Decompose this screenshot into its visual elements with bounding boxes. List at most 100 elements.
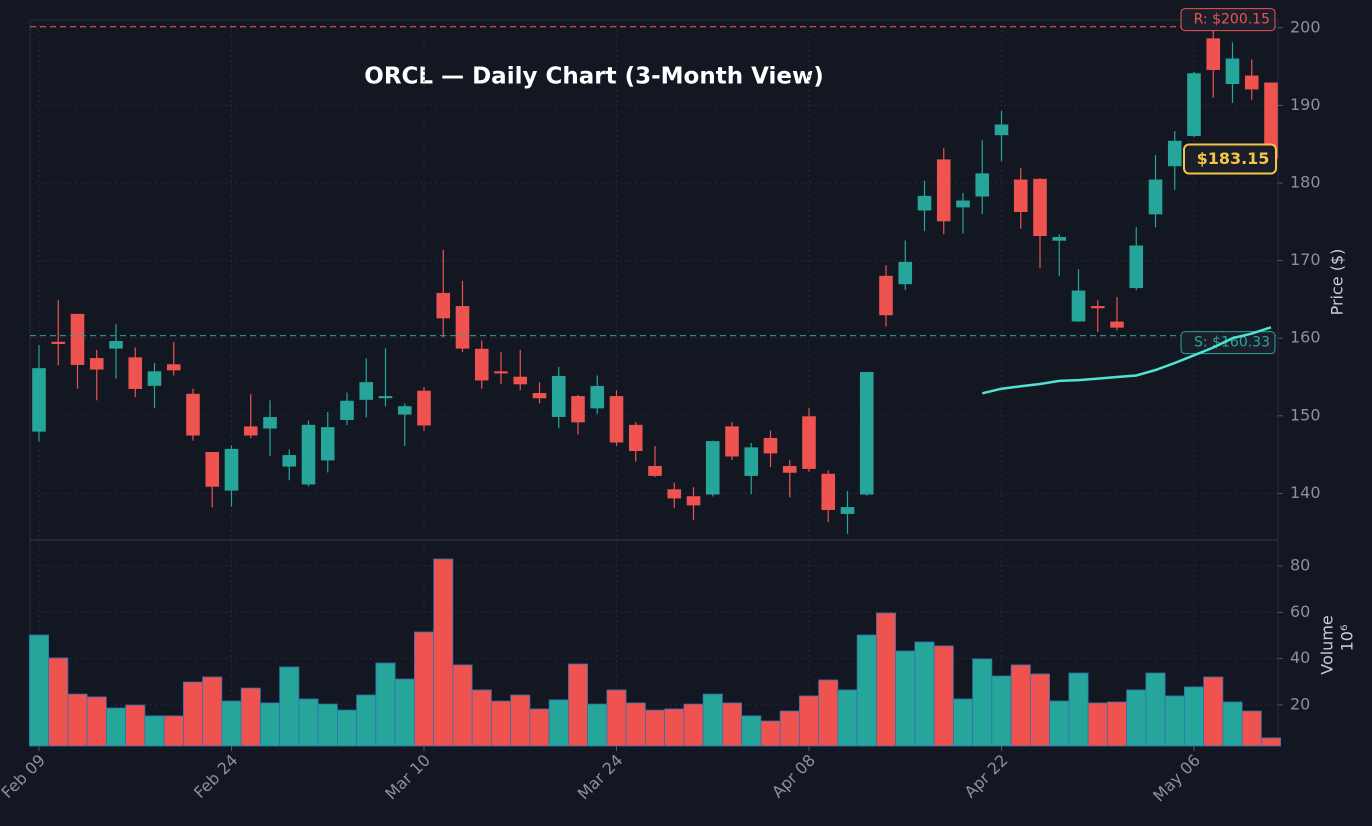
candle-body [455,306,470,349]
candle-body [417,390,431,426]
volume-bar [952,698,974,747]
candle-body [378,396,393,399]
candle-body [1206,38,1221,70]
plot-frame [29,19,1279,747]
x-tick-label: Mar 24 [574,751,627,804]
volume-bar [702,693,723,747]
volume-bar [125,704,146,747]
candle-body [956,200,970,208]
y-tick-label: 170 [1290,250,1321,269]
last-price-label: $183.15 [1197,149,1270,168]
volume-bar [28,634,50,747]
volume-bar [529,708,550,747]
volume-bar [144,715,165,747]
candle-body [667,489,682,499]
candle-body [89,358,104,370]
volume-bar [452,664,473,747]
volume-bar [433,558,454,747]
candle-body [917,195,932,211]
candle-body [705,441,720,495]
candle-body [224,448,239,491]
candle-body [1110,321,1124,328]
volume-bar [664,708,685,747]
candle-body [320,427,335,461]
volume-bar [1241,710,1262,747]
candle-body [263,417,277,429]
y-tick-label: 140 [1290,483,1321,502]
candle-body [51,341,66,344]
volume-bar [356,694,377,747]
candle-body [628,424,643,452]
candle-body [282,455,297,467]
candle-body [744,447,759,476]
candle-body [109,341,123,349]
candle-body [1071,290,1086,322]
volume-bar [606,689,627,747]
y-tick-label: 160 [1290,328,1321,347]
candle-body [994,124,1009,136]
x-tick-label: Feb 09 [0,751,49,802]
volume-bar [933,645,954,747]
candle-body [590,386,605,409]
volume-bar [972,658,993,747]
candle-body [802,416,816,469]
volume-bar [202,676,223,747]
volume-bar [1183,686,1205,747]
volume-tick-label: 40 [1290,648,1310,667]
volume-bar [163,715,184,747]
volume-bar [67,693,88,747]
resistance-label: R: $200.15 [1194,12,1270,28]
candle-body [840,507,855,514]
volume-bar [1087,702,1108,747]
volume-bar [895,650,916,747]
volume-bar [259,702,281,747]
volume-tick-label: 20 [1290,694,1310,713]
volume-bar [1203,676,1224,747]
candle-body [494,371,508,374]
y-tick-label: 180 [1290,172,1321,191]
volume-bar [837,689,858,747]
candle-body [648,465,662,476]
volume-bar [721,702,743,747]
candle-body [397,406,412,415]
x-tick-label: Mar 10 [381,751,434,804]
volume-bar [1126,689,1147,747]
volume-bar [683,703,704,747]
volume-bar [644,709,666,747]
x-tick-label: May 06 [1149,751,1204,806]
volume-bar [991,675,1012,747]
volume-bar [221,700,242,747]
volume-bar [587,703,608,747]
x-tick-label: Feb 24 [190,751,241,802]
x-tick-label: Apr 08 [768,751,819,802]
candle-body [1244,75,1259,90]
y-axis-label: Price ($) [1328,249,1347,316]
volume-bar [1145,672,1166,747]
volume-bar [510,694,531,747]
volume-bar [394,678,415,747]
volume-tick-label: 60 [1290,602,1310,621]
candle-body [821,473,836,511]
volume-bar [1029,673,1051,747]
candle-body [1052,237,1067,241]
candle-body [301,424,316,485]
volume-bar [105,707,127,747]
chart-title: ORCL — Daily Chart (3-Month View) [364,64,823,90]
volume-bar [779,710,800,747]
candle-body [147,371,162,386]
candle-body [1187,73,1201,136]
volume-bar [86,696,107,747]
candle-body [436,292,451,319]
volume-bar [741,715,762,747]
resistance-label-box [1180,8,1276,32]
volume-bar [490,700,512,747]
volume-bar [818,679,839,747]
volume-bar [48,657,69,747]
candle-body [166,364,181,371]
volume-tick-label: 80 [1290,555,1310,574]
candle-body [975,173,990,197]
candle-body [686,496,701,506]
volume-bar [375,662,396,747]
volume-axis-label: Volume [1318,615,1337,675]
candle-body [186,393,200,436]
